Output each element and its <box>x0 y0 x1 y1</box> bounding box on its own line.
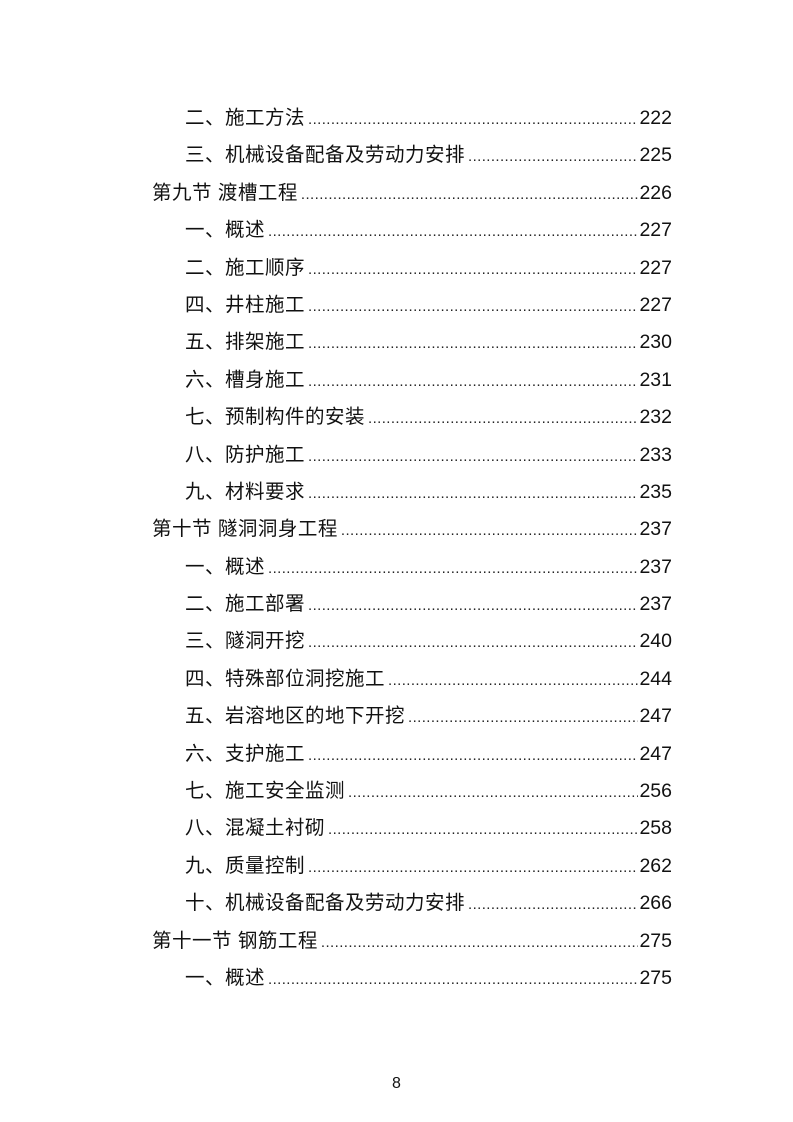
toc-entry-title: 七、施工安全监测 <box>185 780 346 803</box>
toc-entry-title: 十、机械设备配备及劳动力安排 <box>185 892 466 915</box>
toc-entry-page: 237 <box>639 555 672 578</box>
toc-entry-title: 第十节 隧洞洞身工程 <box>152 518 338 541</box>
toc-entry-title: 九、质量控制 <box>185 854 306 877</box>
dot-leader <box>341 512 639 549</box>
toc-entry-page: 237 <box>639 593 672 616</box>
toc-entry-title: 九、材料要求 <box>185 480 306 503</box>
toc-entry[interactable]: 七、预制构件的安装 232 <box>152 399 672 436</box>
dot-leader <box>308 325 638 362</box>
dot-leader <box>308 849 638 886</box>
dot-leader <box>268 213 638 250</box>
dot-leader <box>408 699 638 736</box>
toc-entry-title: 五、岩溶地区的地下开挖 <box>185 705 406 728</box>
toc-entry-title: 三、机械设备配备及劳动力安排 <box>185 144 466 167</box>
toc-entry-title: 八、防护施工 <box>185 443 306 466</box>
toc-entry-page: 262 <box>639 854 672 877</box>
toc-entry[interactable]: 九、质量控制 262 <box>152 848 672 885</box>
toc-entry-page: 230 <box>639 331 672 354</box>
dot-leader <box>268 550 638 587</box>
toc-entry-page: 222 <box>639 107 672 129</box>
toc-entry-page: 226 <box>639 181 672 204</box>
toc-entry-page: 227 <box>639 293 672 316</box>
toc-entry[interactable]: 二、施工部署 237 <box>152 586 672 623</box>
toc-entry-title: 一、概述 <box>185 555 266 578</box>
toc-entry[interactable]: 八、混凝土衬砌 258 <box>152 810 672 847</box>
toc-entry-page: 258 <box>639 817 672 840</box>
toc-entry[interactable]: 六、支护施工 247 <box>152 736 672 773</box>
toc-entry-title: 六、槽身施工 <box>185 368 306 391</box>
dot-leader <box>308 475 638 512</box>
toc-entry-page: 235 <box>639 480 672 503</box>
toc-entry-title: 第九节 渡槽工程 <box>152 181 298 204</box>
toc-entry-page: 275 <box>639 966 672 989</box>
toc-entry[interactable]: 三、隧洞开挖 240 <box>152 623 672 660</box>
toc-entry-title: 第十一节 钢筋工程 <box>152 929 318 952</box>
dot-leader <box>308 288 638 325</box>
dot-leader <box>468 138 638 175</box>
table-of-contents: 二、施工方法 222 三、机械设备配备及劳动力安排 225 第九节 渡槽工程 226 一、概… <box>152 100 672 997</box>
dot-leader <box>468 886 638 923</box>
toc-entry-title: 二、施工顺序 <box>185 256 306 279</box>
toc-entry[interactable]: 六、槽身施工 231 <box>152 362 672 399</box>
toc-entry-page: 227 <box>639 219 672 242</box>
toc-entry[interactable]: 三、机械设备配备及劳动力安排 225 <box>152 137 672 174</box>
dot-leader <box>321 924 639 961</box>
dot-leader <box>268 961 638 998</box>
toc-entry-title: 四、井柱施工 <box>185 293 306 316</box>
toc-entry-page: 256 <box>639 780 672 803</box>
toc-entry-page: 244 <box>639 667 672 690</box>
toc-entry[interactable]: 九、材料要求 235 <box>152 474 672 511</box>
dot-leader <box>301 176 639 213</box>
dot-leader <box>308 251 638 288</box>
dot-leader <box>368 400 638 437</box>
toc-entry-title: 二、施工方法 <box>185 107 306 129</box>
toc-entry-page: 240 <box>639 630 672 653</box>
dot-leader <box>308 101 638 138</box>
toc-entry-page: 237 <box>639 518 672 541</box>
toc-entry-title: 八、混凝土衬砌 <box>185 817 326 840</box>
toc-entry-page: 227 <box>639 256 672 279</box>
toc-section-entry[interactable]: 第十一节 钢筋工程 275 <box>152 923 672 960</box>
toc-entry[interactable]: 五、岩溶地区的地下开挖 247 <box>152 698 672 735</box>
toc-entry-title: 七、预制构件的安装 <box>185 406 366 429</box>
toc-section-entry[interactable]: 第九节 渡槽工程 226 <box>152 175 672 212</box>
toc-entry[interactable]: 五、排架施工 230 <box>152 324 672 361</box>
toc-entry[interactable]: 十、机械设备配备及劳动力安排 266 <box>152 885 672 922</box>
toc-entry[interactable]: 八、防护施工 233 <box>152 437 672 474</box>
dot-leader <box>308 363 638 400</box>
dot-leader <box>308 737 638 774</box>
toc-entry-page: 231 <box>639 368 672 391</box>
toc-entry-page: 247 <box>639 705 672 728</box>
toc-entry-title: 二、施工部署 <box>185 593 306 616</box>
toc-entry-page: 275 <box>639 929 672 952</box>
dot-leader <box>328 811 638 848</box>
dot-leader <box>308 624 638 661</box>
toc-entry-title: 一、概述 <box>185 219 266 242</box>
toc-entry[interactable]: 二、施工顺序 227 <box>152 250 672 287</box>
toc-entry[interactable]: 七、施工安全监测 256 <box>152 773 672 810</box>
toc-entry[interactable]: 四、特殊部位洞挖施工 244 <box>152 661 672 698</box>
dot-leader <box>308 587 638 624</box>
toc-entry-title: 六、支护施工 <box>185 742 306 765</box>
toc-entry-title: 四、特殊部位洞挖施工 <box>185 667 386 690</box>
toc-entry-title: 五、排架施工 <box>185 331 306 354</box>
toc-section-entry[interactable]: 第十节 隧洞洞身工程 237 <box>152 511 672 548</box>
toc-entry-page: 225 <box>639 144 672 167</box>
page-number: 8 <box>392 1075 401 1092</box>
dot-leader <box>348 774 638 811</box>
toc-entry[interactable]: 一、概述 275 <box>152 960 672 997</box>
toc-entry-page: 233 <box>639 443 672 466</box>
toc-entry[interactable]: 四、井柱施工 227 <box>152 287 672 324</box>
toc-entry[interactable]: 二、施工方法 222 <box>152 100 672 137</box>
toc-entry[interactable]: 一、概述 227 <box>152 212 672 249</box>
toc-entry-title: 三、隧洞开挖 <box>185 630 306 653</box>
toc-entry[interactable]: 一、概述 237 <box>152 549 672 586</box>
toc-entry-page: 232 <box>639 406 672 429</box>
toc-entry-title: 一、概述 <box>185 966 266 989</box>
toc-entry-page: 266 <box>639 892 672 915</box>
dot-leader <box>308 438 638 475</box>
dot-leader <box>388 662 638 699</box>
toc-entry-page: 247 <box>639 742 672 765</box>
